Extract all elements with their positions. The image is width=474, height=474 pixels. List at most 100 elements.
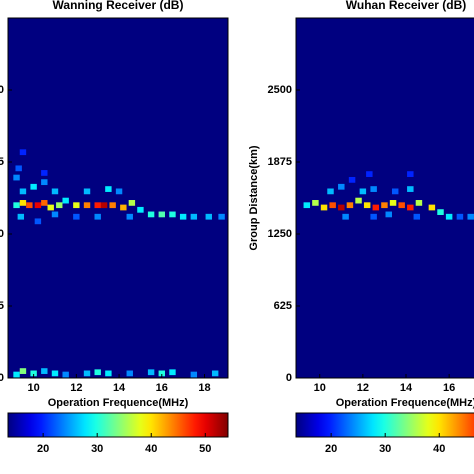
heat-cell [13,202,20,209]
y-tick-label: 1250 [268,228,292,240]
heat-cell [41,179,48,186]
y-axis-label: Group Distance(km) [248,145,260,250]
y-tick-label: 1875 [268,156,292,168]
y-tick-label: 1875 [0,156,4,168]
heat-cell [338,204,345,211]
colorbar-tick-label: 30 [379,443,391,455]
heat-cell [346,202,354,209]
plot-background [8,18,228,378]
heat-cell [338,183,345,190]
heat-cell [428,204,436,211]
heat-cell [128,200,136,206]
x-tick-label: 10 [314,382,326,394]
heat-cell [109,202,116,209]
heat-cell [83,188,91,195]
heat-cell [19,149,27,156]
plot-frame [7,17,229,379]
heat-cell [126,213,133,220]
heat-cell [13,174,20,181]
heat-cell [51,188,59,195]
heat-cell [218,213,225,220]
heat-cell [370,186,377,192]
x-tick-label: 12 [357,382,369,394]
heat-cell [190,213,198,220]
heat-cell [329,202,336,209]
chart-title: Wuhan Receiver (dB) [346,0,466,12]
heat-cell [407,204,414,211]
colorbar-tick-label: 20 [325,443,337,455]
heat-cell [342,213,349,220]
heat-cell [381,202,388,209]
colorbar-tick-label: 20 [37,443,49,455]
heat-cell [370,213,377,220]
heat-cell [30,370,37,377]
y-tick-label: 0 [0,372,4,384]
heat-cell [15,165,22,172]
heat-cell [158,370,165,377]
heat-cell [126,370,133,377]
heat-cell [105,186,112,192]
heat-cell [407,171,414,177]
heat-cell [407,186,414,192]
heat-cell [415,200,423,206]
heat-cell [312,200,319,206]
heat-cell [169,211,176,218]
plot-background [296,18,474,378]
heat-cell [366,171,373,177]
heat-cell [47,204,54,211]
heat-cell [398,202,405,209]
x-tick-label: 16 [156,382,168,394]
heat-cell [327,188,334,195]
x-tick-label: 18 [198,382,210,394]
heat-cell [41,200,48,206]
colorbar-tick-label: 40 [433,443,445,455]
heat-cell [34,218,42,225]
heat-cell [355,197,362,204]
heat-cell [211,370,219,377]
x-tick-label: 14 [113,382,126,394]
heat-cell [51,370,59,377]
x-tick-label: 14 [400,382,413,394]
heat-cell [94,369,101,376]
heat-cell [83,202,91,209]
colorbar-tick-label: 30 [91,443,103,455]
y-tick-label: 625 [274,300,292,312]
heat-cell [147,369,155,376]
colorbar [7,412,229,438]
heat-cell [348,176,356,183]
x-tick-label: 16 [443,382,455,394]
heat-cell [205,213,212,220]
heat-cell [363,202,371,209]
heat-cell [179,213,187,220]
heat-cell [445,213,453,220]
heat-cell [467,213,474,220]
heat-cell [41,170,48,176]
heat-cell [158,211,165,218]
heat-cell [437,209,444,215]
colorbar-tick-label: 40 [145,443,157,455]
heat-cell [30,183,37,190]
y-tick-label: 0 [286,372,292,384]
x-tick-label: 12 [70,382,82,394]
heat-cell [100,202,108,209]
heat-cell [73,202,80,209]
heat-cell [19,368,27,374]
heat-cell [385,211,392,218]
heat-cell [303,202,311,209]
heat-cell [391,188,399,195]
y-tick-label: 2500 [0,84,4,96]
heat-cell [456,213,464,220]
heat-cell [320,204,328,211]
heat-cell [19,188,27,195]
y-tick-label: 2500 [268,84,292,96]
heat-cell [169,369,176,376]
y-tick-label: 1250 [0,228,4,240]
heat-cell [94,213,101,220]
heat-cell [34,202,42,209]
heat-cell [147,211,155,218]
heat-cell [19,200,27,206]
heat-cell [51,211,59,218]
heat-cell [62,371,69,378]
heat-cell [120,204,127,211]
